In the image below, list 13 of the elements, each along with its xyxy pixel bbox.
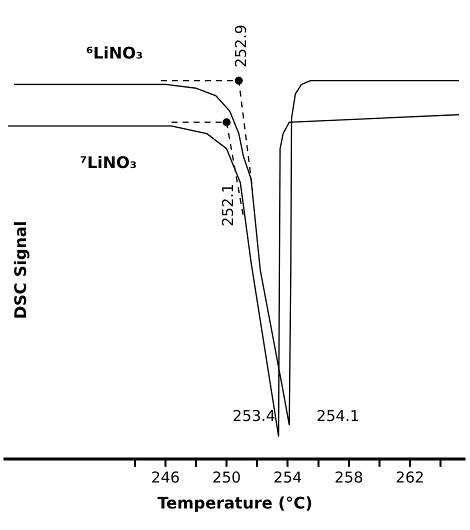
x-tick-label: 258 [334, 468, 364, 487]
annotation: 252.1 [218, 184, 237, 226]
annotation: 254.1 [316, 406, 360, 425]
x-tick-label: 262 [396, 468, 424, 487]
x-tick-label: 246 [151, 468, 180, 487]
y-axis-title: DSC Signal [11, 220, 30, 320]
x-tick-label: 254 [273, 468, 302, 487]
x-axis-title: Temperature (°C) [157, 494, 313, 513]
x-tick-label: 250 [212, 468, 241, 487]
series-label: ⁷LiNO₃ [80, 153, 137, 172]
annotation: 253.4 [232, 406, 276, 425]
text: 252.9 [232, 24, 250, 68]
series-label: ⁶LiNO₃ [86, 44, 143, 63]
